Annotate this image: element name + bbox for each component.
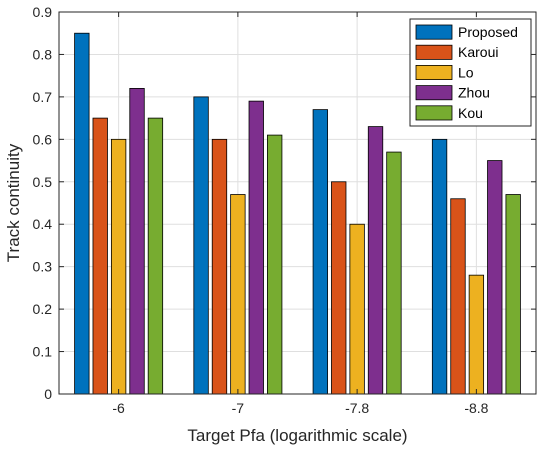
- bar-lo-3: [468, 274, 485, 395]
- legend-label-kou: Kou: [458, 105, 483, 121]
- bar-zhou-1: [248, 100, 264, 395]
- y-tick-label: 0.6: [33, 131, 53, 147]
- x-tick-label: -7.8: [345, 400, 369, 416]
- bar-kou-2: [386, 151, 402, 395]
- y-tick-label: 0.3: [33, 259, 53, 275]
- x-tick-label: -8.8: [464, 400, 488, 416]
- bar-zhou-0: [129, 88, 145, 395]
- axis-ticks: 0 0.1 0.2 0.3 0.4 0.5 0.6 0.7 0.8 0.9 -6 -7 -7.8 -8.8: [33, 4, 536, 416]
- y-tick-label: 0.8: [33, 46, 53, 62]
- bar-lo-0: [110, 138, 127, 395]
- y-tick-label: 0.1: [33, 344, 53, 360]
- bar-kou-3: [505, 194, 521, 395]
- legend-label-proposed: Proposed: [458, 24, 518, 40]
- y-tick-label: 0.7: [33, 89, 53, 105]
- legend-label-zhou: Zhou: [458, 85, 490, 101]
- legend-swatch-zhou: [415, 85, 453, 101]
- y-tick-label: 0.2: [33, 301, 53, 317]
- bar-kou-0: [147, 117, 164, 395]
- bar-proposed-1: [193, 96, 209, 395]
- y-tick-label: 0.5: [33, 174, 53, 190]
- y-tick-label: 0: [44, 386, 52, 402]
- x-axis-label: Target Pfa (logarithmic scale): [187, 426, 407, 445]
- x-tick-label: -7: [232, 400, 245, 416]
- bar-zhou-2: [367, 126, 384, 395]
- plot-frame: [58, 11, 537, 395]
- bar-karoui-1: [211, 138, 228, 395]
- bar-proposed-3: [431, 138, 448, 395]
- legend-swatch-karoui: [415, 44, 453, 60]
- bar-karoui-0: [92, 117, 108, 395]
- legend-label-karoui: Karoui: [458, 44, 498, 60]
- legend-swatch-lo: [415, 65, 453, 81]
- bar-zhou-3: [487, 160, 503, 395]
- legend: Proposed Karoui Lo Zhou Kou: [409, 18, 532, 127]
- y-axis-label: Track continuity: [4, 143, 23, 262]
- bars: [74, 32, 521, 395]
- bar-karoui-3: [450, 198, 466, 395]
- bar-proposed-2: [312, 109, 328, 395]
- legend-label-lo: Lo: [458, 64, 474, 80]
- legend-swatch-proposed: [415, 24, 453, 40]
- bar-lo-1: [230, 194, 246, 395]
- y-tick-label: 0.4: [33, 216, 53, 232]
- bar-kou-1: [267, 134, 283, 395]
- bar-karoui-2: [331, 181, 347, 395]
- bar-proposed-0: [74, 32, 90, 395]
- bar-lo-2: [349, 223, 365, 395]
- y-tick-label: 0.9: [33, 4, 53, 20]
- legend-swatch-kou: [415, 105, 453, 121]
- x-tick-label: -6: [112, 400, 125, 416]
